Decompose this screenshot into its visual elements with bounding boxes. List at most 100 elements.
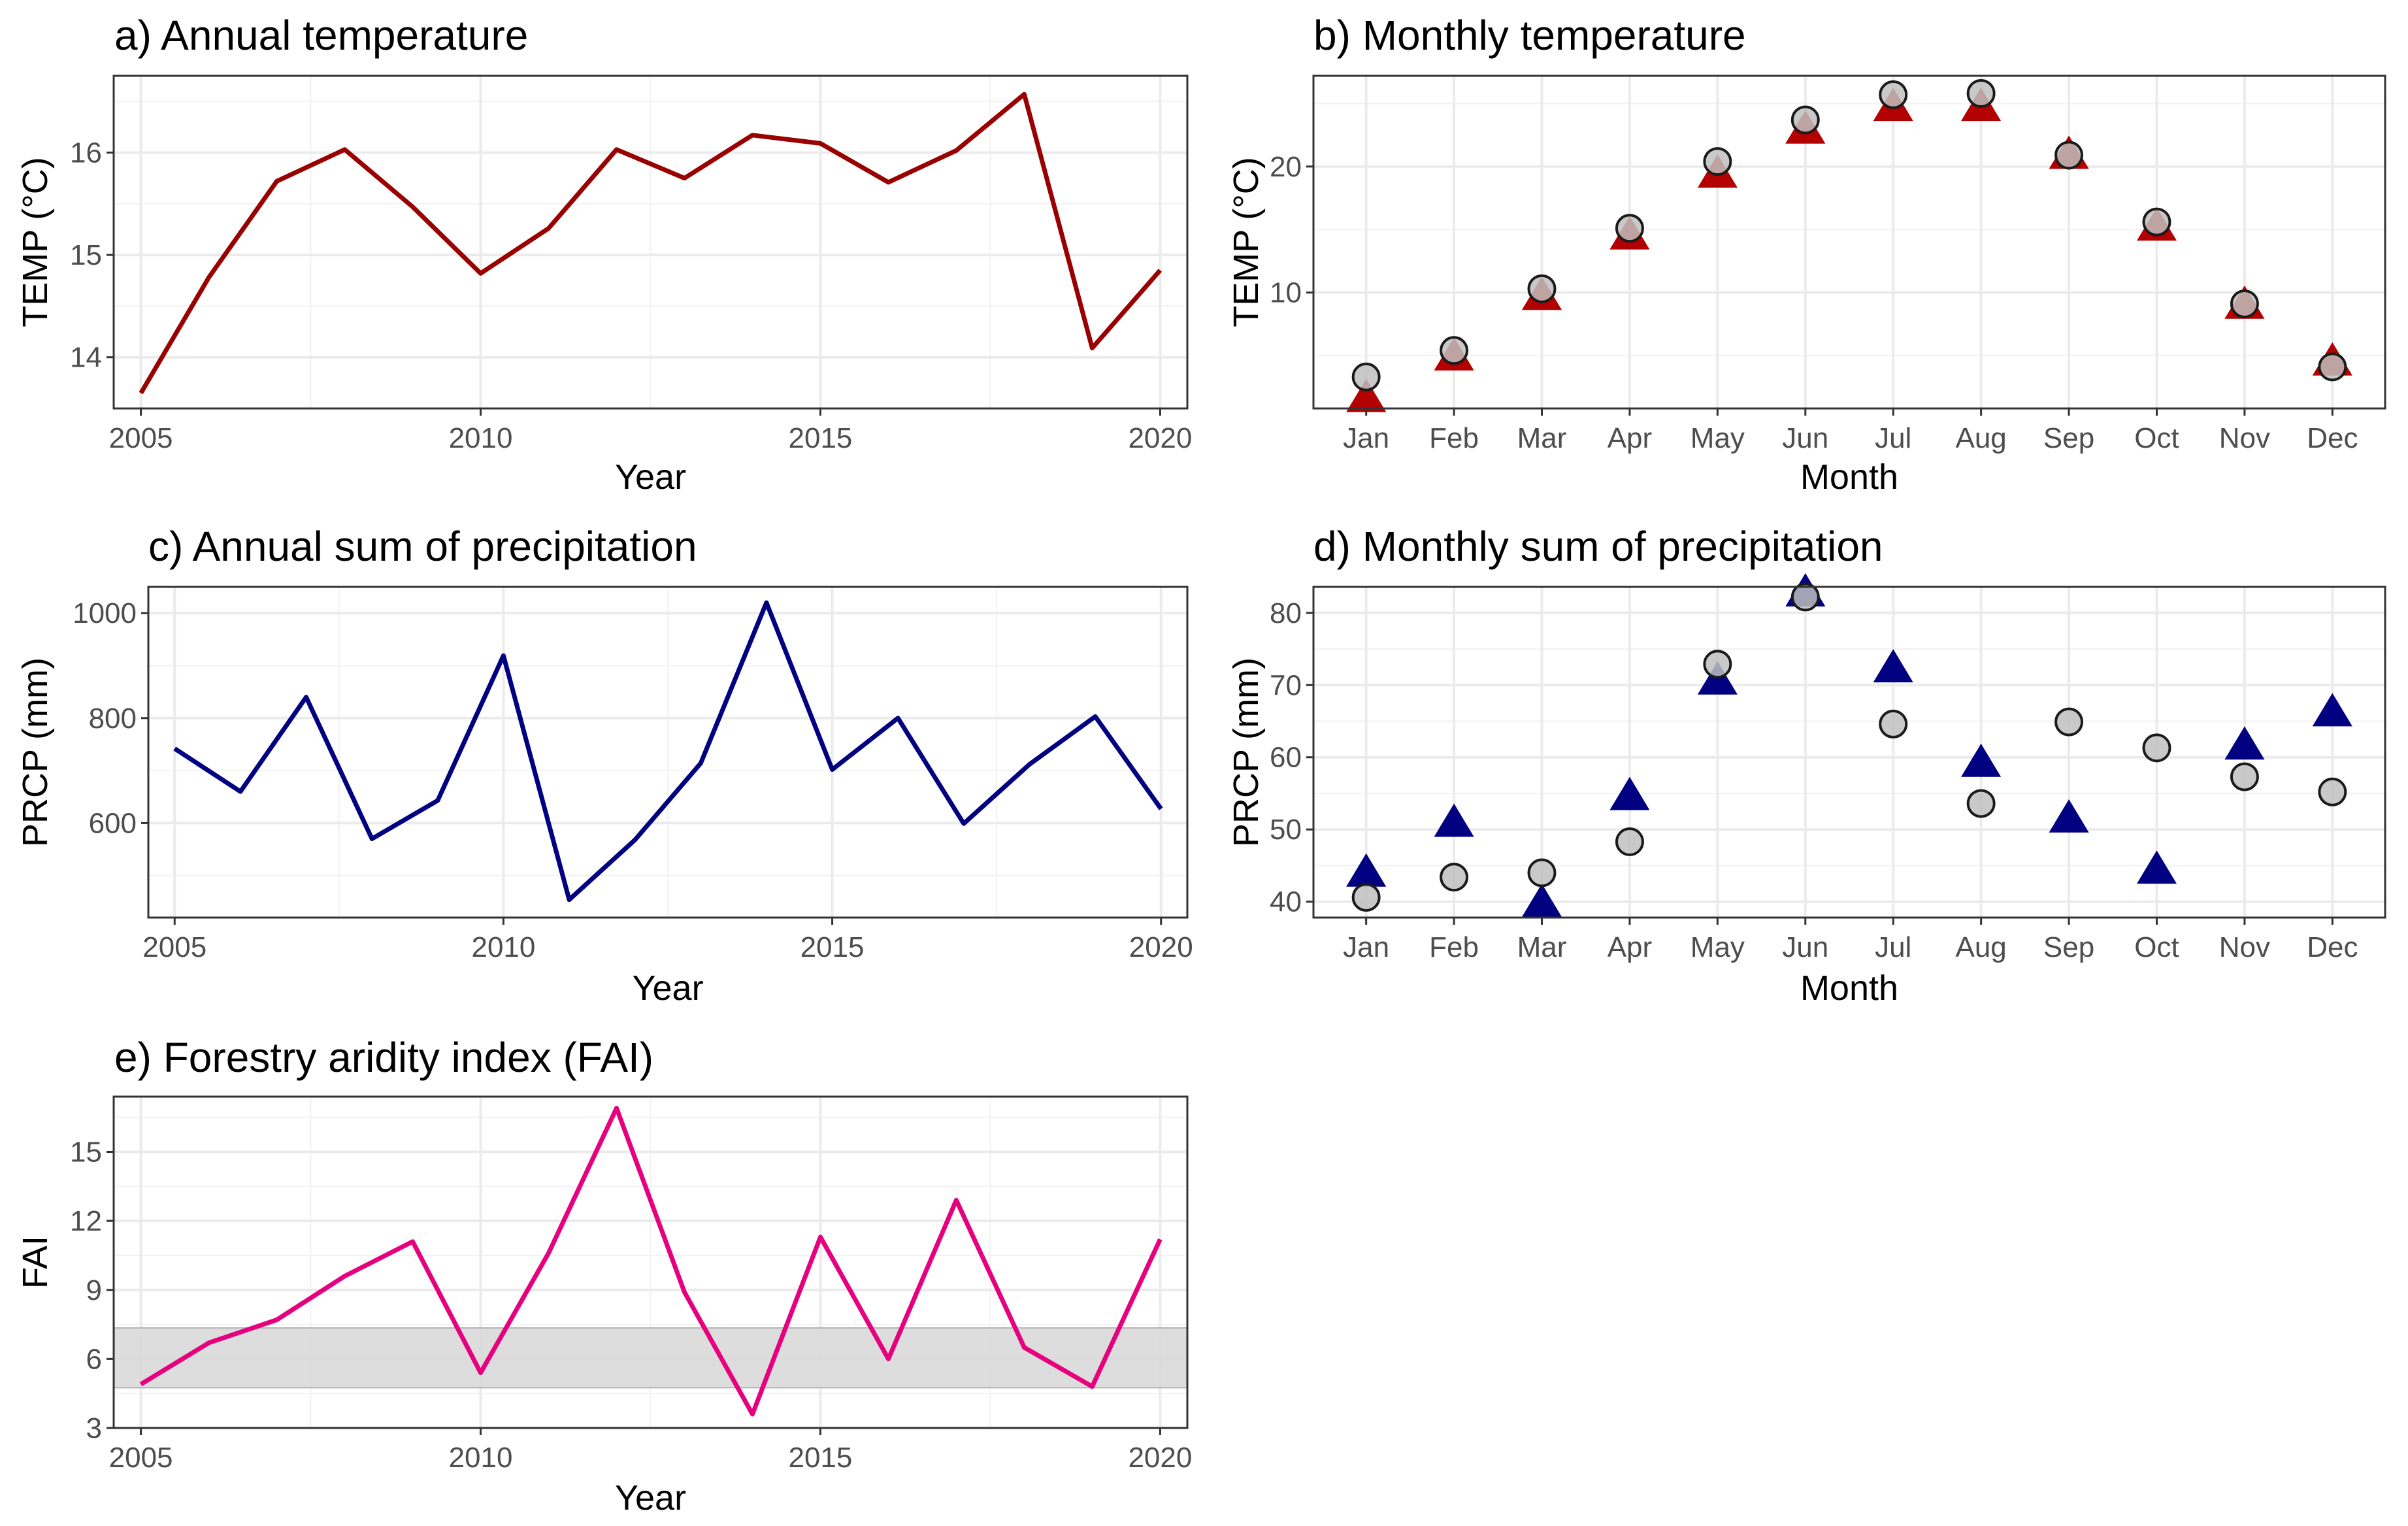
circle-point [1966, 78, 1996, 108]
x-axis-title: Year [632, 969, 703, 1008]
x-tick-label: Nov [2219, 422, 2270, 454]
panel-monthly-temperature: 10 20 Jan Feb Mar Apr May Jun Jul Aug Sep Oct Nov Dec… [1227, 12, 2386, 497]
x-tick-label: 2010 [449, 1442, 513, 1474]
x-tick-label: 2005 [109, 422, 173, 454]
circle-point [1615, 827, 1644, 856]
y-tick-label: 10 [1270, 277, 1302, 309]
x-tick-label: Jul [1875, 931, 1911, 963]
y-tick-label: 50 [1270, 814, 1302, 846]
x-tick-label: Aug [1955, 931, 2006, 963]
plot-background [1313, 76, 2385, 408]
panel-title: b) Monthly temperature [1313, 12, 1746, 59]
x-tick-label: Jan [1343, 931, 1389, 963]
x-tick-label: 2010 [449, 422, 513, 454]
plot-border [1312, 586, 2386, 919]
y-tick-label: 12 [70, 1205, 102, 1237]
triangle-point [1873, 649, 1913, 683]
x-tick-label: 2020 [1128, 422, 1192, 454]
circle-point [2230, 762, 2259, 791]
y-axis-title: PRCP (mm) [1227, 657, 1266, 847]
panel-annual-precipitation: 600 800 1000 2005 2010 2015 2020 c) Annual sum … [16, 523, 1193, 1008]
series-line [173, 600, 1163, 903]
panel-title: a) Annual temperature [114, 12, 528, 59]
x-tick-label: Mar [1517, 422, 1567, 454]
x-tick-label: Feb [1429, 931, 1479, 963]
circle-point [2230, 289, 2259, 318]
x-tick-label: Nov [2219, 931, 2270, 963]
panel-annual-temperature: 14 15 16 2005 2010 2015 2020 a) Annual temperat… [16, 12, 1192, 497]
y-axis-title: TEMP (°C) [1227, 157, 1266, 327]
circle-point [1351, 883, 1381, 912]
x-axis-title: Month [1800, 969, 1898, 1008]
triangle-point [2049, 799, 2089, 833]
y-tick-label: 70 [1270, 669, 1302, 701]
y-axis-title: FAI [16, 1236, 55, 1289]
plot-border [147, 586, 1189, 919]
y-tick-label: 9 [86, 1274, 102, 1306]
x-tick-label: Apr [1608, 931, 1652, 963]
y-axis-title: TEMP (°C) [16, 157, 55, 327]
y-tick-label: 80 [1270, 597, 1302, 629]
x-tick-label: 2005 [109, 1442, 173, 1474]
circle-point [2318, 352, 2347, 382]
x-tick-label: Jun [1782, 931, 1828, 963]
x-axis-title: Year [615, 1478, 686, 1518]
x-tick-label: Oct [2134, 931, 2179, 963]
circle-point [2054, 141, 2084, 170]
y-tick-label: 20 [1270, 151, 1302, 183]
x-tick-label: Jul [1875, 422, 1911, 454]
plot-border [112, 75, 1189, 410]
x-tick-label: 2020 [1128, 1442, 1192, 1474]
circle-point [2142, 207, 2171, 237]
circle-point [1527, 274, 1557, 303]
circle-point [2054, 707, 2084, 737]
y-tick-label: 16 [70, 137, 102, 169]
x-axis-title: Year [615, 457, 686, 497]
circle-point [1703, 147, 1732, 176]
circle-point [1527, 858, 1557, 887]
x-tick-label: 2020 [1129, 931, 1193, 963]
x-tick-label: May [1691, 931, 1745, 963]
y-axis-title: PRCP (mm) [16, 657, 55, 847]
x-tick-label: Dec [2307, 422, 2358, 454]
y-tick-label: 15 [70, 1136, 102, 1169]
circle-point [1440, 863, 1469, 892]
circle-point [1790, 105, 1820, 135]
x-tick-label: Sep [2043, 931, 2094, 963]
circle-point [1615, 214, 1644, 243]
triangle-point [1961, 743, 2002, 777]
panel-title: c) Annual sum of precipitation [148, 523, 697, 570]
y-tick-label: 6 [86, 1343, 102, 1375]
x-tick-label: Sep [2043, 422, 2094, 454]
x-tick-label: Jan [1343, 422, 1389, 454]
circle-point [1879, 80, 1908, 109]
x-tick-label: Feb [1429, 422, 1479, 454]
x-tick-label: Jun [1782, 422, 1828, 454]
x-tick-label: Dec [2307, 931, 2358, 963]
triangle-point [1521, 884, 1562, 918]
circle-point [1966, 789, 1996, 818]
y-tick-label: 40 [1270, 886, 1302, 918]
y-tick-label: 60 [1270, 742, 1302, 774]
panel-forestry-aridity-index: 3 6 9 12 15 2005 2010 2015 2020 e) Forestry aridi… [16, 1034, 1192, 1518]
y-tick-label: 1000 [73, 597, 137, 629]
x-tick-label: May [1691, 422, 1745, 454]
y-tick-label: 14 [70, 342, 102, 374]
circle-point [2318, 777, 2347, 806]
circle-point [1879, 709, 1908, 738]
circle-point [1351, 362, 1381, 391]
triangle-point [2312, 693, 2352, 727]
x-tick-label: 2005 [142, 931, 206, 963]
y-tick-label: 600 [89, 807, 137, 839]
panel-title: e) Forestry aridity index (FAI) [114, 1034, 653, 1081]
series-line [139, 91, 1163, 395]
circle-point [2142, 733, 2171, 763]
y-tick-label: 3 [86, 1412, 102, 1444]
x-tick-label: Aug [1955, 422, 2006, 454]
x-axis-title: Month [1800, 457, 1898, 497]
x-tick-label: 2015 [789, 1442, 853, 1474]
triangle-point [2136, 850, 2177, 884]
series-line [139, 1106, 1163, 1417]
y-tick-label: 15 [70, 239, 102, 271]
